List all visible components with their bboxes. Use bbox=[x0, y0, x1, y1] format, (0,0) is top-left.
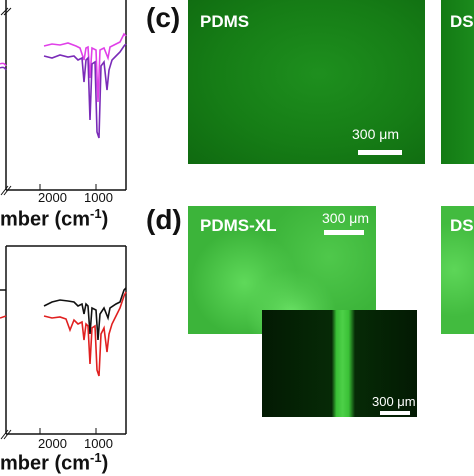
pdms-scale-text: 300 μm bbox=[352, 126, 399, 142]
top-spectrum-magenta bbox=[43, 32, 127, 103]
bottom-tick-1000: 1000 bbox=[84, 436, 113, 451]
inset-scale-text: 300 μm bbox=[372, 394, 416, 409]
top-ftir-plot bbox=[0, 0, 127, 196]
ds-fluorescence-image-c: DS bbox=[441, 0, 474, 164]
bottom-tick-2000: 2000 bbox=[38, 436, 67, 451]
pdms-xl-image-label: PDMS-XL bbox=[200, 216, 277, 235]
bottom-axis-break-marks bbox=[0, 429, 12, 440]
bottom-ftir-plot bbox=[0, 245, 127, 440]
ds-image-label-c: DS bbox=[450, 12, 474, 31]
top-tick-2000: 2000 bbox=[38, 190, 67, 205]
pdms-xl-scale-text: 300 μm bbox=[322, 210, 369, 226]
top-spectrum-purple bbox=[43, 43, 127, 139]
channel-inset-image: 300 μm bbox=[262, 310, 417, 417]
inset-scale-bar bbox=[380, 411, 410, 415]
pdms-image-label: PDMS bbox=[200, 12, 250, 31]
bottom-spectrum-red bbox=[43, 291, 127, 377]
pdms-xl-scale-bar bbox=[324, 230, 364, 235]
top-axis-break-marks bbox=[0, 7, 12, 196]
bottom-spectrum-red-left bbox=[0, 315, 7, 319]
panel-d-letter: (d) bbox=[146, 204, 182, 235]
bottom-spectrum-black bbox=[43, 287, 127, 341]
top-spectrum-magenta-left bbox=[0, 62, 7, 67]
ds-fluorescence-image-d: DS bbox=[441, 206, 474, 334]
panel-c-letter: (c) bbox=[146, 2, 181, 33]
ds-image-label-d: DS bbox=[450, 216, 474, 235]
bottom-x-axis-label: mber (cm-1) bbox=[0, 450, 109, 475]
pdms-scale-bar bbox=[358, 150, 402, 155]
pdms-fluorescence-image: PDMS 300 μm bbox=[188, 0, 425, 164]
top-spectrum-purple-left bbox=[0, 66, 7, 71]
top-x-axis-label: mber (cm-1) bbox=[0, 206, 109, 231]
top-tick-1000: 1000 bbox=[84, 190, 113, 205]
